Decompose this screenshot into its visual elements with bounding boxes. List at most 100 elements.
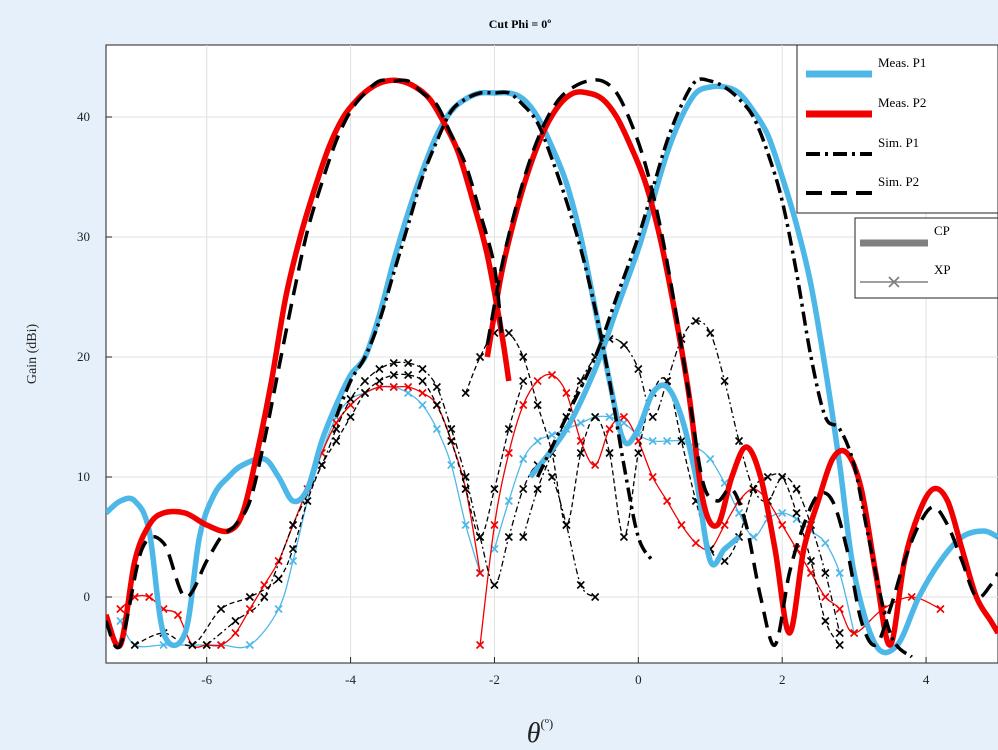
data-point-marker [303, 496, 312, 506]
series-line-sim-p1-cp [536, 77, 913, 659]
data-point-marker [591, 592, 600, 602]
data-point-marker [375, 364, 384, 374]
data-point-marker [217, 640, 226, 650]
data-point-marker [332, 418, 341, 428]
data-point-marker [605, 448, 614, 458]
data-point-marker [792, 508, 801, 518]
data-point-marker [475, 568, 485, 578]
x-tick-label: -6 [201, 672, 212, 687]
data-point-marker [245, 592, 254, 602]
data-point-marker [375, 382, 384, 392]
data-point-marker [202, 640, 211, 650]
data-point-marker [260, 580, 269, 590]
data-point-marker [231, 628, 240, 638]
x-tick-label: -2 [489, 672, 500, 687]
data-point-marker [691, 538, 700, 548]
data-point-marker [447, 436, 456, 446]
data-point-marker [691, 316, 700, 326]
data-point-marker [533, 376, 542, 386]
data-point-marker [648, 472, 657, 482]
legend: Meas. P1 Meas. P2 Sim. P1 Sim. P2 [796, 44, 998, 214]
data-point-marker [663, 436, 672, 446]
data-point-marker [547, 472, 557, 482]
data-point-marker [619, 340, 629, 350]
data-point-marker [591, 412, 600, 422]
data-point-marker [317, 460, 326, 470]
series-line-meas-p2-cp [484, 89, 998, 648]
data-point-marker [778, 508, 787, 518]
data-point-marker [533, 484, 542, 494]
data-point-marker [475, 352, 485, 362]
data-point-marker [490, 580, 499, 590]
data-point-marker [360, 388, 370, 398]
data-point-marker [533, 436, 542, 446]
data-point-marker [648, 412, 657, 422]
data-point-marker [332, 424, 341, 434]
data-point-marker [504, 532, 513, 542]
x-tick-label: 4 [923, 672, 930, 687]
data-point-marker [288, 520, 298, 530]
data-point-marker [806, 556, 816, 566]
legend-label-meas-p1: Meas. P1 [878, 55, 926, 70]
data-point-marker [821, 592, 830, 602]
data-point-marker [562, 388, 571, 398]
data-point-marker [504, 328, 513, 338]
data-point-marker [260, 592, 269, 602]
data-point-marker [850, 628, 859, 638]
legend-style: CP XP [854, 217, 998, 299]
data-point-marker [734, 508, 744, 518]
data-point-marker [217, 604, 226, 614]
x-tick-label: -4 [345, 672, 356, 687]
legend-label-sim-p1: Sim. P1 [878, 135, 919, 150]
data-point-marker [432, 400, 441, 410]
data-point-marker [504, 448, 513, 458]
legend-style-box [854, 217, 998, 299]
data-point-marker [231, 616, 240, 626]
data-point-marker [720, 556, 729, 566]
y-tick-label: 0 [84, 589, 91, 604]
data-point-marker [806, 568, 816, 578]
data-point-marker [619, 532, 629, 542]
data-point-marker [648, 436, 657, 446]
data-point-marker [461, 520, 470, 530]
data-point-marker [418, 400, 427, 410]
data-point-marker [504, 496, 513, 506]
data-point-marker [634, 364, 643, 374]
data-point-marker [576, 448, 585, 458]
data-point-marker [619, 412, 629, 422]
data-point-marker [346, 394, 355, 404]
series-line-sim-p2-cp [106, 78, 504, 650]
data-point-marker [432, 382, 441, 392]
data-point-marker [907, 592, 916, 602]
data-point-marker [605, 424, 614, 434]
data-point-marker [821, 616, 830, 626]
data-point-marker [519, 454, 528, 464]
series-line-sim-p1-cp [334, 90, 655, 563]
data-point-marker [447, 460, 456, 470]
data-point-marker [274, 574, 283, 584]
data-point-marker [375, 376, 384, 386]
data-point-marker [418, 376, 427, 386]
x-tick-label: 0 [635, 672, 642, 687]
data-point-marker [576, 376, 585, 386]
data-point-marker [792, 484, 801, 494]
x-axis-label: θ(º) [527, 716, 553, 749]
data-point-marker [461, 484, 470, 494]
data-point-marker [519, 400, 528, 410]
y-tick-label: 30 [77, 229, 90, 244]
data-point-marker [404, 370, 413, 380]
y-tick-label: 10 [77, 469, 90, 484]
data-point-marker [821, 538, 830, 548]
data-point-marker [389, 370, 398, 380]
data-point-marker [245, 640, 254, 650]
series-line-sim-p2-cp [485, 78, 998, 647]
data-point-marker [461, 388, 470, 398]
data-point-marker [605, 412, 614, 422]
data-point-marker [404, 388, 413, 398]
data-point-marker [389, 358, 398, 368]
data-point-marker [173, 610, 183, 620]
data-point-marker [245, 604, 254, 614]
data-point-marker [130, 640, 139, 650]
data-point-marker [576, 580, 585, 590]
